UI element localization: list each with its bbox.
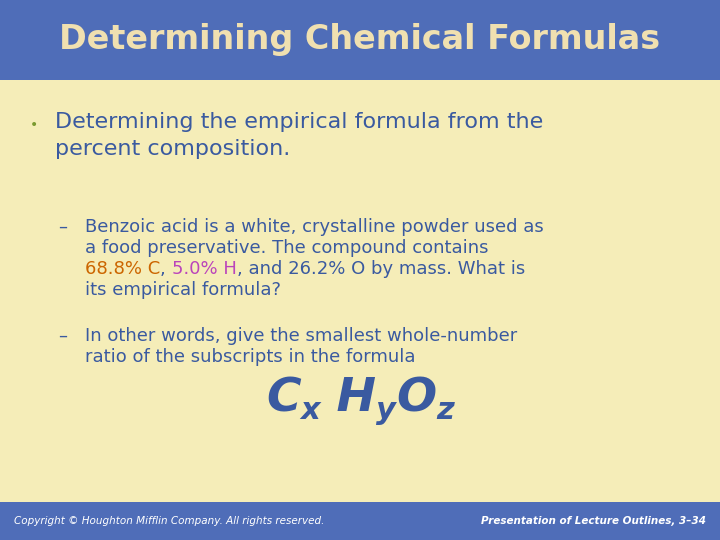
Text: x: x xyxy=(301,396,320,425)
Text: –: – xyxy=(58,218,67,236)
Text: z: z xyxy=(436,396,454,425)
Text: Presentation of Lecture Outlines, 3–34: Presentation of Lecture Outlines, 3–34 xyxy=(481,516,706,526)
Text: Copyright © Houghton Mifflin Company. All rights reserved.: Copyright © Houghton Mifflin Company. Al… xyxy=(14,516,325,526)
Text: O: O xyxy=(396,376,436,421)
Text: a food preservative. The compound contains: a food preservative. The compound contai… xyxy=(85,239,488,257)
Text: In other words, give the smallest whole-number: In other words, give the smallest whole-… xyxy=(85,327,517,345)
Text: 68.8% C: 68.8% C xyxy=(85,260,161,278)
Text: Determining Chemical Formulas: Determining Chemical Formulas xyxy=(60,23,660,57)
Text: ratio of the subscripts in the formula: ratio of the subscripts in the formula xyxy=(85,348,415,366)
Text: , and 26.2% O by mass. What is: , and 26.2% O by mass. What is xyxy=(237,260,525,278)
Text: its empirical formula?: its empirical formula? xyxy=(85,281,281,299)
Text: Determining the empirical formula from the
percent composition.: Determining the empirical formula from t… xyxy=(55,112,544,159)
Text: y: y xyxy=(377,396,396,425)
Text: –: – xyxy=(58,327,67,345)
Text: Benzoic acid is a white, crystalline powder used as: Benzoic acid is a white, crystalline pow… xyxy=(85,218,544,236)
Text: 5.0% H: 5.0% H xyxy=(172,260,237,278)
Text: ,: , xyxy=(161,260,172,278)
Text: H: H xyxy=(320,376,377,421)
Text: C: C xyxy=(266,376,301,421)
Text: •: • xyxy=(30,118,38,132)
